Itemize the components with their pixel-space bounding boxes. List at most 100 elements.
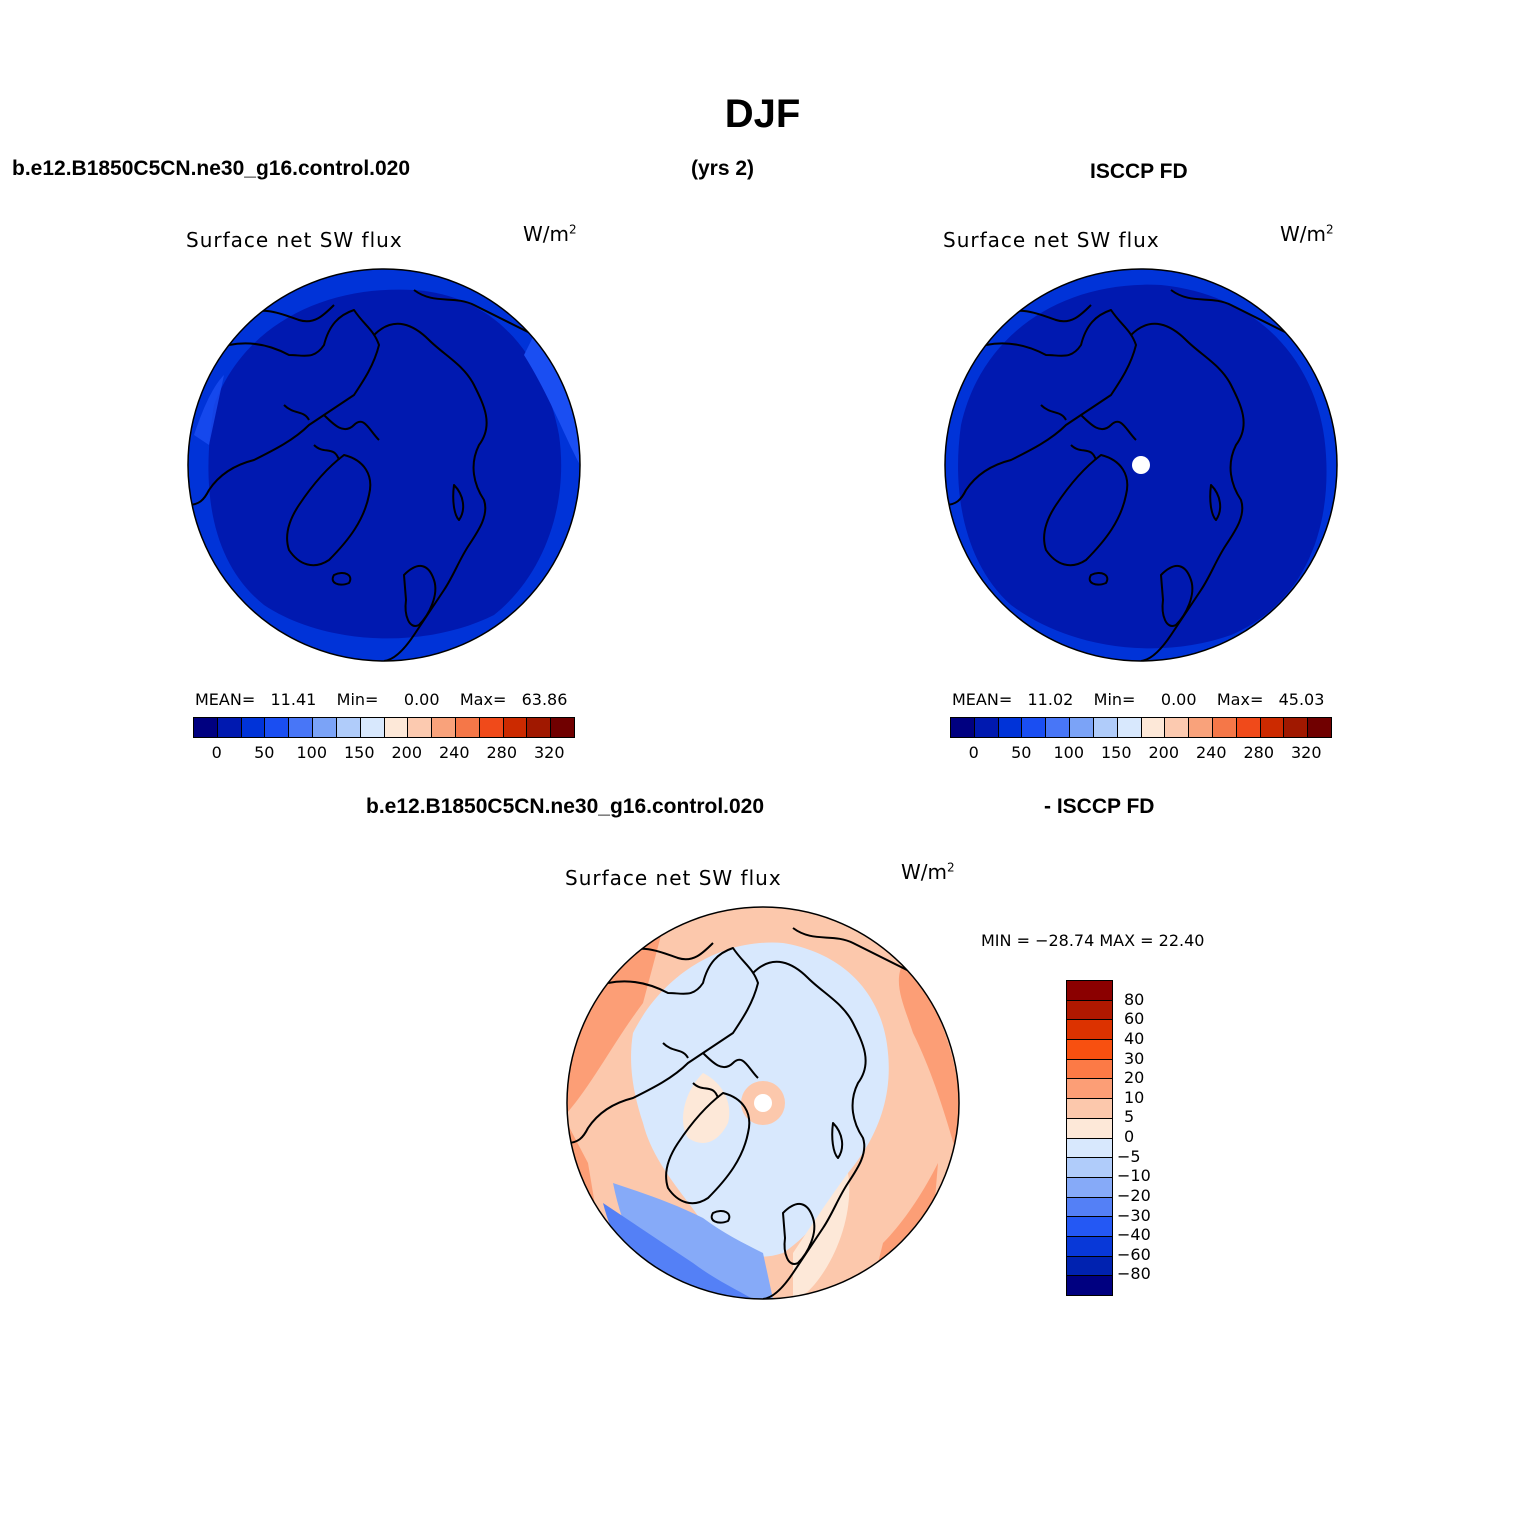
years-label: (yrs 2) [691,157,755,180]
diff-colorbar-tick-label: −20 [1117,1185,1151,1205]
left-case-label: b.e12.B1850C5CN.ne30_g16.control.020 [12,157,411,180]
diff-colorbar-swatch [1067,1217,1112,1237]
obs-colorbar-tick-label: 100 [1053,743,1085,762]
model-colorbar-swatch [265,718,290,737]
obs-colorbar-swatch [974,718,999,737]
missing-data-pole [1132,456,1150,474]
diff-colorbar-swatch [1067,1040,1112,1060]
obs-colorbar-swatch [1308,718,1331,737]
diff-colorbar-swatch [1067,1256,1112,1277]
obs-colorbar-tick-label: 240 [1195,743,1227,762]
diff-colorbar-swatch [1067,1079,1112,1100]
diff-colorbar-tick-label: −40 [1117,1225,1151,1245]
diff-colorbar-tick-label: 10 [1124,1087,1145,1107]
model-colorbar-swatch [408,718,433,737]
obs-units: W/m2 [1280,222,1334,246]
diff-colorbar-tick-label: −80 [1117,1264,1151,1284]
model-colorbar-tick-label: 280 [486,743,518,762]
obs-colorbar [950,717,1332,738]
diff-colorbar-tick-label: 5 [1124,1107,1135,1127]
model-polar-map [187,268,581,662]
obs-colorbar-tick-label: 280 [1243,743,1275,762]
diff-colorbar-tick-label: −5 [1117,1146,1141,1166]
diff-colorbar-swatch [1067,1099,1112,1119]
coastline-iceland [331,572,352,586]
diff-colorbar-swatch [1067,1236,1112,1257]
diff-colorbar-tick-label: 30 [1124,1048,1145,1068]
obs-colorbar-swatch [1070,718,1094,737]
obs-colorbar-swatch [1093,718,1118,737]
model-colorbar-tick-label: 240 [438,743,470,762]
obs-colorbar-swatch [1141,718,1166,737]
diff-colorbar-swatch [1067,1138,1112,1159]
model-colorbar-swatch [313,718,337,737]
obs-colorbar-swatch [1046,718,1071,737]
model-colorbar-tick-label: 100 [296,743,328,762]
diff-colorbar-swatch [1067,1177,1112,1198]
model-colorbar-tick-label: 200 [391,743,423,762]
model-colorbar-swatch [194,718,218,737]
diff-ref-label: - ISCCP FD [1044,795,1155,818]
obs-colorbar-tick-label: 150 [1100,743,1132,762]
coastline-scandinavia [403,565,437,627]
missing-data-pole [754,1094,772,1112]
diff-colorbar-tick-label: 40 [1124,1028,1145,1048]
obs-colorbar-swatch [1284,718,1309,737]
obs-stats: MEAN= 11.02 Min= 0.00 Max= 45.03 [952,690,1325,709]
diff-colorbar-swatch [1067,1059,1112,1080]
coastline-novaya-zemlya [452,484,465,521]
diff-colorbar-tick-label: −10 [1117,1166,1151,1186]
model-colorbar-swatch [479,718,504,737]
diff-units: W/m2 [901,860,955,884]
model-colorbar-swatch [551,718,574,737]
obs-colorbar-swatch [951,718,975,737]
model-colorbar-swatch [455,718,480,737]
diff-colorbar-tick-label: −30 [1117,1205,1151,1225]
diff-colorbar-tick-label: 0 [1124,1127,1135,1146]
obs-colorbar-swatch [998,718,1023,737]
model-colorbar-swatch [217,718,242,737]
coastline-greenland [286,454,372,567]
diff-colorbar-swatch [1067,1020,1112,1041]
diff-colorbar-tick-label: 60 [1124,1009,1145,1029]
diff-colorbar-tick-label: −60 [1117,1244,1151,1264]
model-colorbar-swatch [432,718,456,737]
diff-colorbar [1066,980,1113,1296]
diff-panel-title: Surface net SW flux [565,866,782,890]
obs-colorbar-swatch [1236,718,1261,737]
model-panel-title: Surface net SW flux [186,228,403,252]
model-colorbar-tick-label: 50 [254,743,275,762]
diff-colorbar-swatch [1067,1276,1112,1295]
model-colorbar-swatch [336,718,361,737]
model-colorbar-swatch [527,718,552,737]
diff-colorbar-swatch [1067,1118,1112,1139]
obs-polar-map [944,268,1338,662]
diff-colorbar-swatch [1067,981,1112,1001]
obs-colorbar-swatch [1022,718,1047,737]
obs-colorbar-tick-label: 320 [1290,743,1322,762]
model-colorbar-swatch [241,718,266,737]
diff-minmax: MIN = −28.74 MAX = 22.40 [981,931,1205,950]
diff-colorbar-swatch [1067,1000,1112,1021]
diff-colorbar-tick-label: 20 [1124,1068,1145,1088]
model-colorbar-swatch [384,718,409,737]
model-colorbar-tick-label: 0 [211,743,222,762]
figure-title: DJF [724,92,801,136]
model-colorbar [193,717,575,738]
model-colorbar-tick-label: 150 [343,743,375,762]
right-case-label: ISCCP FD [1090,160,1188,183]
obs-colorbar-tick-label: 200 [1148,743,1180,762]
coastline-north-america [188,309,380,506]
obs-colorbar-swatch [1117,718,1142,737]
diff-polar-map [566,906,960,1300]
obs-colorbar-tick-label: 0 [968,743,979,762]
diff-colorbar-swatch [1067,1197,1112,1218]
obs-colorbar-swatch [1189,718,1213,737]
model-colorbar-tick-label: 320 [533,743,565,762]
obs-panel-title: Surface net SW flux [943,228,1160,252]
model-stats: MEAN= 11.41 Min= 0.00 Max= 63.86 [195,690,568,709]
model-units: W/m2 [523,222,577,246]
model-colorbar-swatch [360,718,385,737]
diff-case-label: b.e12.B1850C5CN.ne30_g16.control.020 [366,795,765,818]
diff-colorbar-swatch [1067,1158,1112,1178]
